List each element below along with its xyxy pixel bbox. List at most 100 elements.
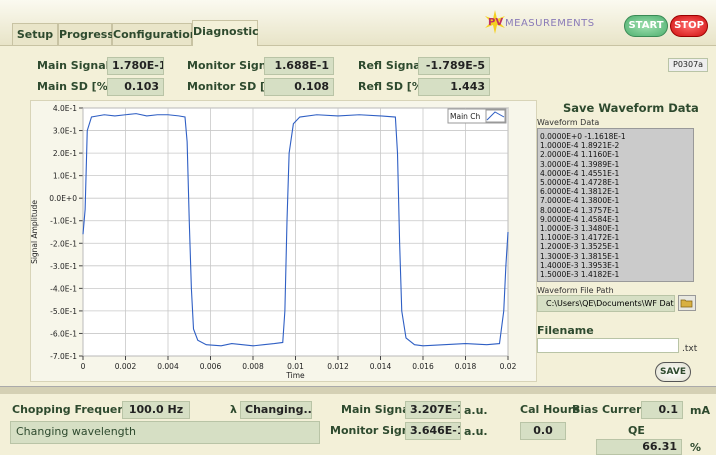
status-unit: a.u. [464,404,488,417]
waveform-row[interactable]: 1.0000E-4 1.8921E-2 [540,141,620,151]
y-tick-label: -3.0E-1 [50,262,77,271]
waveform-row[interactable]: 6.0000E-4 1.3812E-1 [540,187,620,197]
waveform-row[interactable]: 1.2000E-3 1.3525E-1 [540,242,620,252]
waveform-row[interactable]: 1.5000E-3 1.4182E-1 [540,270,620,280]
x-tick-label: 0 [81,362,86,371]
legend-swatch [486,111,505,121]
waveform-row[interactable]: 7.0000E-4 1.3800E-1 [540,196,620,206]
waveform-row[interactable]: 8.0000E-4 1.3757E-1 [540,205,620,215]
logo-sun [485,10,505,34]
reading-value: 0.103 [107,78,164,96]
status-value: 66.31 [596,439,682,455]
waveform-row[interactable]: 1.0000E-3 1.3480E-1 [540,224,620,234]
waveform-row[interactable]: 2.0000E-4 1.1160E-1 [540,150,620,160]
waveform-row[interactable]: 1.3000E-3 1.3815E-1 [540,251,620,261]
legend-label: Main Ch [450,112,481,121]
y-tick-label: -4.0E-1 [50,284,77,293]
tab[interactable]: Configuration [112,23,198,45]
x-tick-label: 0.002 [115,362,137,371]
waveform-row[interactable]: 1.1000E-3 1.4172E-1 [540,233,620,243]
logo-text: MEASUREMENTS [505,18,595,29]
path-box[interactable]: C:\Users\QE\Documents\WF Data [537,295,675,312]
y-tick-label: 0.0E+0 [49,194,77,203]
stop-button[interactable]: STOP [670,15,708,37]
waveform-row[interactable]: 1.4000E-3 1.3953E-1 [540,260,620,270]
x-tick-label: 0.018 [455,362,477,371]
status-label: Cal Hours [520,403,580,416]
status-value: 3.646E-1 [405,422,461,440]
status-unit: a.u. [464,425,488,438]
status-value: 0.1 [641,401,683,419]
x-tick-label: 0.014 [370,362,392,371]
status-label: Main Signal [341,403,414,416]
message-box: Changing wavelength [10,421,320,444]
waveform-row[interactable]: 4.0000E-4 1.4551E-1 [540,168,620,178]
logo-mark: PV [488,17,504,28]
y-tick-label: 4.0E-1 [53,104,77,113]
status-unit: mA [690,404,710,417]
tab-active[interactable]: Diagnostic [192,20,259,46]
filename-label: Filename [537,324,594,337]
waveform-row[interactable]: 0.0000E+0 -1.1618E-1 [540,132,626,141]
status-value: 100.0 Hz [122,401,190,419]
y-tick-label: -7.0E-1 [50,352,77,361]
waveform-chart: -7.0E-1 -6.0E-1 -5.0E-1 -4.0E-1 -3.0E-1 -2.0E… [30,100,537,382]
id-tag: P0307a [668,58,708,72]
status-label: QE [628,424,645,437]
waveform-row[interactable]: 3.0000E-4 1.3989E-1 [540,159,620,169]
tab[interactable]: Progress [58,23,114,45]
browse-button[interactable] [678,295,696,311]
y-tick-label: -2.0E-1 [50,239,77,248]
waveform-line [82,113,509,347]
status-label: Monitor Signal [330,424,421,437]
reading-label: Monitor Signal [187,59,278,72]
status-value: Changing... [240,401,312,419]
reading-value: 0.108 [264,78,334,96]
reading-value: 1.780E-1 [107,57,164,75]
x-tick-label: 0.012 [327,362,349,371]
reading-label: Refl SD [%] [358,80,428,93]
save-title: Save Waveform Data [563,101,699,115]
x-tick-label: 0.016 [412,362,434,371]
y-tick-label: 1.0E-1 [53,172,77,181]
x-tick-label: 0.004 [157,362,179,371]
y-tick-label: -6.0E-1 [50,329,77,338]
x-tick-label: 0.006 [200,362,222,371]
y-tick-label: 3.0E-1 [53,127,77,136]
status-value: 3.207E-1 [405,401,461,419]
separator [0,386,716,394]
y-axis-label: Signal Amplitude [30,200,39,264]
x-tick-label: 0.01 [287,362,304,371]
start-button[interactable]: START [624,15,668,37]
waveform-listbox[interactable]: 0.0000E+0 -1.1618E-1 1.0000E-4 1.8921E-2 2… [537,128,694,282]
y-tick-label: 2.0E-1 [53,149,77,158]
waveform-data-label: Waveform Data [537,118,600,127]
status-unit: % [690,441,702,454]
x-tick-label: 0.008 [242,362,264,371]
reading-label: Main Signal [37,59,110,72]
extension: .txt [682,344,698,354]
reading-label: Monitor SD [%] [187,80,282,93]
reading-label: Main SD [%] [37,80,113,93]
save-button[interactable]: SAVE [655,362,691,382]
waveform-row[interactable]: 9.0000E-4 1.4584E-1 [540,214,620,224]
legend-swatch-box [485,109,506,123]
status-value: 0.0 [520,422,566,440]
path-label: Waveform File Path [537,286,614,295]
waveform-row[interactable]: 5.0000E-4 1.4728E-1 [540,178,620,188]
status-label: λ [230,403,237,416]
reading-label: Refl Signal [358,59,425,72]
tab[interactable]: Setup [12,23,58,45]
reading-value: 1.688E-1 [264,57,334,75]
filename-input[interactable] [537,338,679,353]
status-label: Chopping Frequency [12,403,139,416]
y-tick-label: -5.0E-1 [50,307,77,316]
legend: Main Ch [447,108,507,124]
y-tick-label: -1.0E-1 [50,217,77,226]
x-axis-label: Time [285,371,305,380]
status-label: Bias Current [572,403,650,416]
reading-value: 1.443 [418,78,490,96]
x-tick-label: 0.02 [500,362,517,371]
reading-value: -1.789E-5 [418,57,490,75]
